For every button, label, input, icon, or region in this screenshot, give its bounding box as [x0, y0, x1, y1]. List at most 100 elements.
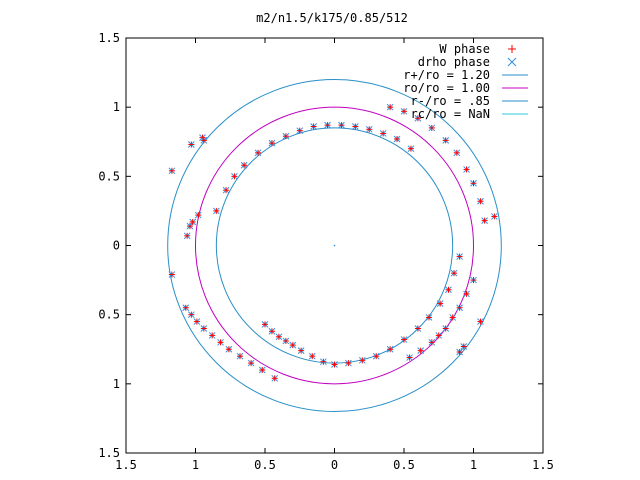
w-point-26 — [309, 353, 316, 360]
legend-label-3: ro/ro = 1.00 — [403, 81, 490, 95]
circle-series-3 — [195, 106, 474, 385]
x-tick-label-6: 1.5 — [532, 458, 554, 472]
x-tick-label-2: 0.5 — [254, 458, 276, 472]
y-tick-label-0: 1.5 — [98, 31, 120, 45]
w-point-60 — [401, 108, 407, 115]
w-point-43 — [213, 207, 220, 214]
w-point-0 — [168, 167, 175, 174]
x-tick-label-0: 1.5 — [115, 458, 137, 472]
w-point-41 — [460, 343, 467, 350]
w-point-32 — [387, 346, 394, 353]
w-point-72 — [456, 304, 463, 311]
w-point-50 — [296, 127, 303, 134]
y-tick-label-1: 1 — [113, 100, 120, 114]
w-point-49 — [282, 133, 289, 140]
w-point-4 — [195, 212, 202, 219]
w-point-66 — [470, 180, 477, 187]
w-point-16 — [236, 353, 243, 360]
center-point — [333, 244, 336, 247]
w-point-39 — [456, 253, 463, 260]
legend-label-5: rc/ro = NaN — [411, 107, 490, 121]
x-tick-label-3: 0 — [331, 458, 338, 472]
w-point-11 — [193, 318, 200, 325]
w-point-59 — [387, 104, 394, 111]
w-point-56 — [380, 130, 387, 137]
x-axis: 1.5 1 0.5 0 0.5 1 1.5 — [115, 38, 554, 472]
w-point-67 — [477, 198, 484, 205]
w-point-21 — [268, 328, 275, 335]
x-tick-label-4: 0.5 — [393, 458, 415, 472]
legend-label-4: r-/ro = .85 — [411, 94, 490, 108]
w-point-55 — [366, 126, 373, 133]
w-point-52 — [324, 122, 331, 129]
w-point-42 — [456, 349, 463, 356]
w-point-28 — [331, 361, 338, 368]
w-point-8 — [168, 271, 175, 278]
plot-area — [167, 79, 502, 412]
w-point-74 — [442, 325, 449, 332]
y-tick-label-2: 0.5 — [98, 169, 120, 183]
y-tick-label-3: 0 — [113, 239, 120, 253]
legend-label-2: r+/ro = 1.20 — [403, 68, 490, 82]
x-tick-label-1: 1 — [192, 458, 199, 472]
w-point-54 — [352, 123, 359, 130]
legend-label-0: W phase — [439, 42, 490, 56]
w-point-63 — [442, 137, 449, 144]
w-point-69 — [481, 217, 488, 224]
w-point-37 — [445, 286, 452, 293]
w-point-14 — [217, 339, 224, 346]
w-point-47 — [255, 149, 262, 156]
w-point-78 — [406, 354, 413, 361]
legend-marker-1 — [507, 57, 517, 67]
y-axis: 1.5 1 0.5 0 0.5 1 1.5 — [98, 31, 543, 460]
w-point-23 — [282, 337, 289, 344]
w-point-3 — [200, 137, 207, 144]
legend-label-1: drho phase — [418, 55, 490, 69]
y-tick-label-6: 1.5 — [98, 446, 120, 460]
w-point-45 — [231, 173, 238, 180]
y-tick-label-5: 1 — [113, 377, 120, 391]
w-point-53 — [338, 122, 345, 129]
w-point-46 — [241, 162, 248, 169]
w-point-15 — [225, 346, 232, 353]
w-point-76 — [428, 339, 435, 346]
w-point-68 — [491, 213, 498, 220]
w-point-33 — [401, 336, 407, 343]
w-point-51 — [310, 123, 317, 130]
w-point-27 — [320, 358, 327, 365]
x-tick-label-5: 1 — [470, 458, 477, 472]
w-point-40 — [477, 318, 484, 325]
w-point-25 — [298, 347, 305, 354]
w-point-10 — [188, 311, 195, 318]
w-point-1 — [188, 141, 195, 148]
y-tick-label-4: 0.5 — [98, 308, 120, 322]
w-point-77 — [417, 347, 424, 354]
w-point-34 — [414, 325, 421, 332]
w-point-62 — [428, 124, 435, 131]
w-point-57 — [394, 135, 401, 142]
w-point-30 — [359, 357, 366, 364]
w-point-9 — [182, 304, 189, 311]
w-point-44 — [223, 187, 230, 194]
w-point-36 — [437, 300, 444, 307]
w-point-6 — [184, 232, 191, 239]
w-point-70 — [470, 277, 477, 284]
w-point-58 — [407, 145, 414, 152]
w-point-7 — [189, 218, 196, 225]
w-point-64 — [453, 149, 460, 156]
w-point-29 — [345, 360, 352, 367]
w-point-71 — [463, 290, 470, 297]
w-point-61 — [414, 115, 421, 122]
circle-series-2 — [167, 79, 502, 412]
chart-title: m2/n1.5/k175/0.85/512 — [256, 11, 408, 25]
w-point-17 — [248, 360, 255, 367]
w-point-12 — [200, 325, 207, 332]
w-point-24 — [289, 342, 296, 349]
w-point-35 — [426, 314, 433, 321]
w-point-38 — [451, 270, 458, 277]
w-point-20 — [262, 321, 268, 328]
w-point-73 — [449, 314, 456, 321]
w-point-13 — [209, 332, 216, 339]
